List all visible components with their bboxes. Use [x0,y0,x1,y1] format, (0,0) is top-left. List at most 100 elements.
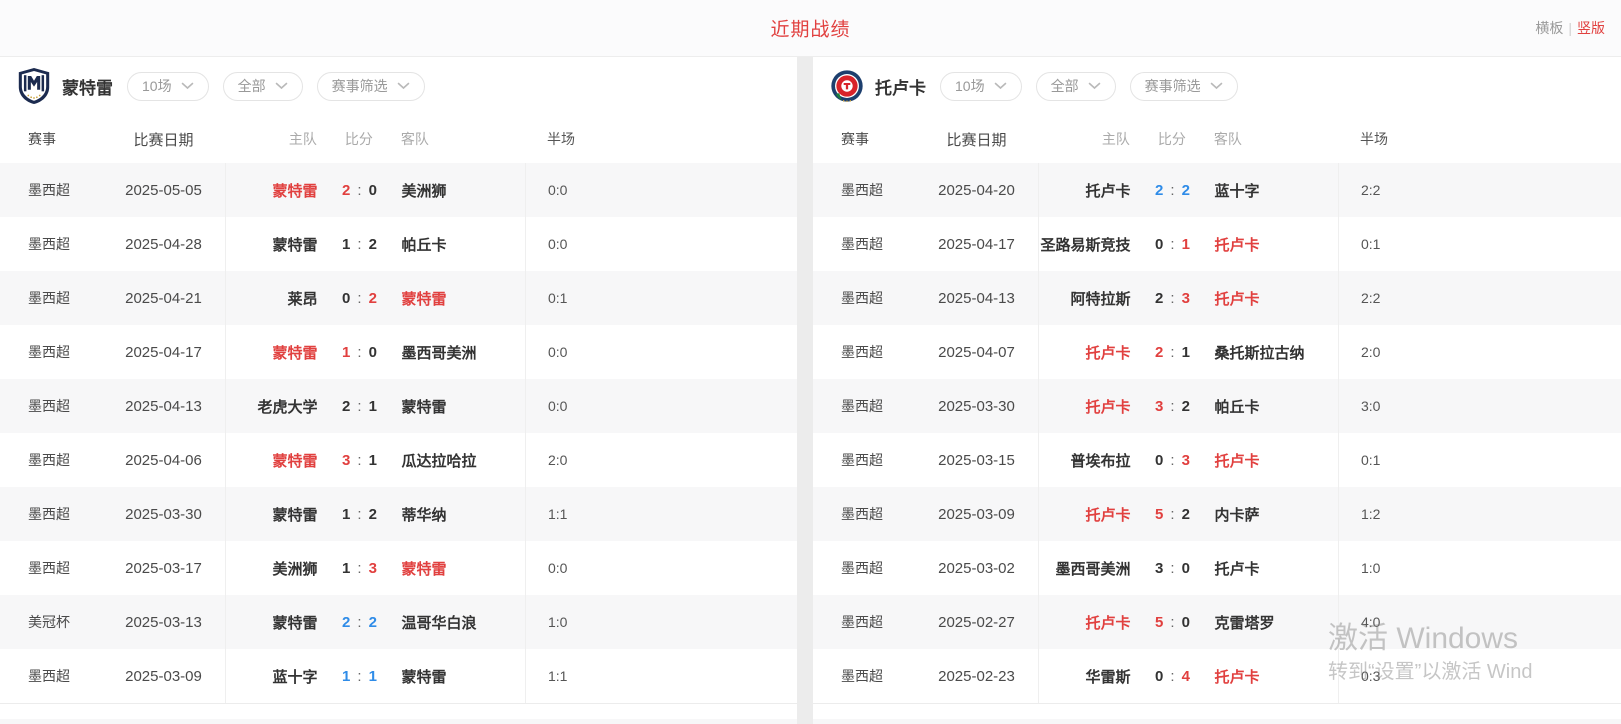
away-team[interactable]: 蓝十字 [1214,182,1260,200]
away-team[interactable]: 克雷塔罗 [1214,614,1275,632]
competition-label: 墨西超 [841,398,883,414]
team-name[interactable]: 托卢卡 [875,78,926,98]
score-colon: : [357,667,362,685]
full-time-score: 5:2 [1140,506,1204,523]
away-team[interactable]: 蒙特雷 [401,560,447,578]
home-team[interactable]: 老虎大学 [257,398,318,416]
match-cell: 托卢卡 2:2 蓝十字 [1038,163,1338,217]
away-score: 1 [1181,343,1190,361]
table-row[interactable]: 墨西超 2025-04-17 蒙特雷 1:0 墨西哥美洲 0:0 [0,325,797,379]
match-cell: 蒙特雷 2:0 美洲狮 [225,163,525,217]
away-team[interactable]: 蒙特雷 [401,398,447,416]
away-team[interactable]: 内卡萨 [1214,506,1260,524]
home-team[interactable]: 蒙特雷 [272,614,318,632]
away-team[interactable]: 美洲狮 [401,182,447,200]
table-row[interactable]: 墨西超 2025-03-30 托卢卡 3:2 帕丘卡 3:0 [813,379,1621,433]
table-row[interactable]: 墨西超 2025-03-09 托卢卡 5:2 内卡萨 1:2 [813,487,1621,541]
table-row[interactable]: 墨西超 2025-04-20 托卢卡 2:2 蓝十字 2:2 [813,163,1621,217]
table-row[interactable]: 墨西超 2025-03-02 墨西哥美洲 3:0 托卢卡 1:0 [813,541,1621,595]
away-team[interactable]: 温哥华白浪 [401,614,477,632]
table-row[interactable]: 美冠杯 2025-03-13 蒙特雷 2:2 温哥华白浪 1:0 [0,595,797,649]
home-score: 1 [342,235,351,253]
home-team[interactable]: 蒙特雷 [272,506,318,524]
home-team[interactable]: 蒙特雷 [272,182,318,200]
table-row[interactable]: 墨西超 2025-04-28 蒙特雷 1:2 帕丘卡 0:0 [0,217,797,271]
panel-monterrey: 蒙特雷 10场 全部 赛事筛选 赛事 比赛日期 主队 [0,57,797,724]
home-team[interactable]: 蒙特雷 [272,452,318,470]
layout-horizontal-button[interactable]: 横板 [1535,20,1564,36]
match-cell: 托卢卡 3:2 帕丘卡 [1038,379,1338,433]
table-row[interactable]: 墨西超 2025-04-21 莱昂 0:2 蒙特雷 0:1 [0,271,797,325]
competition-filter-dropdown[interactable]: 赛事筛选 [316,71,425,101]
table-row[interactable]: 墨西超 2025-03-15 普埃布拉 0:3 托卢卡 0:1 [813,433,1621,487]
away-team[interactable]: 托卢卡 [1214,236,1260,254]
away-score: 0 [368,343,377,361]
home-team[interactable]: 圣路易斯竞技 [1040,236,1131,254]
away-score: 2 [368,613,377,631]
match-date: 2025-02-23 [938,667,1015,685]
table-row[interactable]: 墨西超 2025-04-06 蒙特雷 3:1 瓜达拉哈拉 2:0 [0,433,797,487]
match-cell: 蒙特雷 2:2 温哥华白浪 [225,595,525,649]
competition-filter-dropdown[interactable]: 赛事筛选 [1129,71,1238,101]
dropdown-label: 全部 [237,78,266,94]
home-score: 5 [1155,505,1164,523]
home-team[interactable]: 美洲狮 [272,560,318,578]
away-team[interactable]: 桑托斯拉古纳 [1214,344,1305,362]
matches-count-dropdown[interactable]: 10场 [127,71,209,101]
match-cell: 蒙特雷 3:1 瓜达拉哈拉 [225,433,525,487]
match-date: 2025-03-15 [938,451,1015,469]
table-row[interactable]: 墨西超 2025-04-13 老虎大学 2:1 蒙特雷 0:0 [0,379,797,433]
table-row[interactable]: 墨西超 2025-02-23 华雷斯 0:4 托卢卡 0:3 [813,649,1621,703]
away-team[interactable]: 托卢卡 [1214,560,1260,578]
table-row[interactable]: 墨西超 2025-03-09 蓝十字 1:1 蒙特雷 1:1 [0,649,797,703]
away-team[interactable]: 帕丘卡 [401,236,447,254]
match-cell: 蓝十字 1:1 蒙特雷 [225,649,525,703]
away-team[interactable]: 蒙特雷 [401,290,447,308]
venue-filter-dropdown[interactable]: 全部 [1035,71,1116,101]
home-team[interactable]: 蓝十字 [272,668,318,686]
home-team[interactable]: 托卢卡 [1085,506,1131,524]
home-score: 2 [1155,181,1164,199]
away-team[interactable]: 墨西哥美洲 [401,344,477,362]
full-time-score: 2:2 [1140,182,1204,199]
matches-count-dropdown[interactable]: 10场 [940,71,1022,101]
venue-filter-dropdown[interactable]: 全部 [222,71,303,101]
away-team[interactable]: 托卢卡 [1214,290,1260,308]
full-time-score: 1:1 [327,668,391,685]
home-team[interactable]: 托卢卡 [1085,182,1131,200]
competition-label: 墨西超 [28,452,70,468]
home-team[interactable]: 阿特拉斯 [1070,290,1131,308]
table-row[interactable]: 墨西超 2025-03-30 蒙特雷 1:2 蒂华纳 1:1 [0,487,797,541]
away-score: 0 [1181,559,1190,577]
toggle-separator: | [1568,20,1572,36]
home-team[interactable]: 普埃布拉 [1070,452,1131,470]
away-team[interactable]: 帕丘卡 [1214,398,1260,416]
away-team[interactable]: 蒂华纳 [401,506,447,524]
competition-label: 墨西超 [841,182,883,198]
table-row[interactable]: 墨西超 2025-03-17 美洲狮 1:3 蒙特雷 0:0 [0,541,797,595]
half-time-score: 0:3 [1338,649,1621,703]
away-team[interactable]: 托卢卡 [1214,452,1260,470]
layout-vertical-button[interactable]: 竖版 [1577,20,1605,36]
table-row[interactable]: 墨西超 2025-04-17 圣路易斯竞技 0:1 托卢卡 0:1 [813,217,1621,271]
away-team[interactable]: 瓜达拉哈拉 [401,452,477,470]
table-row[interactable]: 墨西超 2025-04-13 阿特拉斯 2:3 托卢卡 2:2 [813,271,1621,325]
home-team[interactable]: 托卢卡 [1085,614,1131,632]
half-time-score: 0:1 [1338,217,1621,271]
col-competition: 赛事 [841,131,869,147]
competition-label: 墨西超 [28,236,70,252]
table-row[interactable]: 墨西超 2025-02-27 托卢卡 5:0 克雷塔罗 4:0 [813,595,1621,649]
table-header: 赛事 比赛日期 主队 比分 客队 半场 [813,115,1621,163]
home-team[interactable]: 蒙特雷 [272,236,318,254]
away-team[interactable]: 托卢卡 [1214,668,1260,686]
team-name[interactable]: 蒙特雷 [62,78,113,98]
home-team[interactable]: 墨西哥美洲 [1055,560,1131,578]
home-team[interactable]: 托卢卡 [1085,344,1131,362]
away-team[interactable]: 蒙特雷 [401,668,447,686]
table-row[interactable]: 墨西超 2025-05-05 蒙特雷 2:0 美洲狮 0:0 [0,163,797,217]
home-team[interactable]: 莱昂 [287,290,318,308]
home-team[interactable]: 蒙特雷 [272,344,318,362]
home-team[interactable]: 华雷斯 [1085,668,1131,686]
home-team[interactable]: 托卢卡 [1085,398,1131,416]
table-row[interactable]: 墨西超 2025-04-07 托卢卡 2:1 桑托斯拉古纳 2:0 [813,325,1621,379]
